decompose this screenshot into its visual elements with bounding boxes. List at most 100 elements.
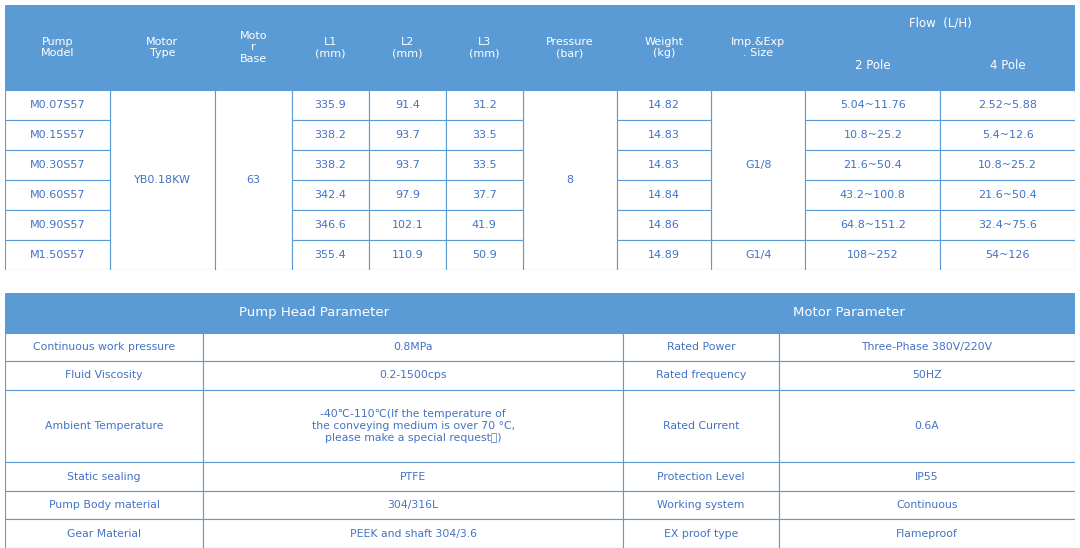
Text: 63: 63: [246, 175, 260, 185]
FancyBboxPatch shape: [203, 520, 623, 548]
Text: Motor
Type: Motor Type: [146, 37, 178, 58]
Text: 304/316L: 304/316L: [388, 500, 438, 510]
FancyBboxPatch shape: [779, 520, 1075, 548]
FancyBboxPatch shape: [941, 120, 1075, 150]
Text: 31.2: 31.2: [472, 100, 497, 110]
Text: Rated frequency: Rated frequency: [656, 370, 746, 380]
Text: EX proof type: EX proof type: [664, 529, 739, 539]
Text: 14.83: 14.83: [648, 130, 680, 140]
FancyBboxPatch shape: [5, 180, 110, 210]
Text: 33.5: 33.5: [472, 160, 497, 170]
FancyBboxPatch shape: [292, 90, 368, 120]
FancyBboxPatch shape: [5, 150, 110, 180]
FancyBboxPatch shape: [203, 491, 623, 520]
Text: Continuous: Continuous: [896, 500, 958, 510]
FancyBboxPatch shape: [779, 361, 1075, 390]
FancyBboxPatch shape: [623, 361, 779, 390]
Text: Rated Power: Rated Power: [666, 342, 735, 352]
Text: Moto
r
Base: Moto r Base: [240, 31, 267, 64]
Text: M0.07S57: M0.07S57: [29, 100, 85, 110]
FancyBboxPatch shape: [368, 5, 446, 90]
FancyBboxPatch shape: [779, 390, 1075, 463]
FancyBboxPatch shape: [941, 180, 1075, 210]
FancyBboxPatch shape: [203, 390, 623, 463]
Text: 33.5: 33.5: [472, 130, 497, 140]
Text: 110.9: 110.9: [391, 250, 423, 260]
FancyBboxPatch shape: [203, 361, 623, 390]
FancyBboxPatch shape: [368, 90, 446, 120]
FancyBboxPatch shape: [806, 41, 941, 90]
FancyBboxPatch shape: [215, 90, 292, 270]
Text: 0.6A: 0.6A: [915, 421, 940, 431]
Text: Pressure
(bar): Pressure (bar): [546, 37, 594, 58]
FancyBboxPatch shape: [5, 491, 203, 520]
FancyBboxPatch shape: [5, 120, 110, 150]
Text: Fluid Viscosity: Fluid Viscosity: [65, 370, 143, 380]
FancyBboxPatch shape: [5, 5, 110, 90]
Text: Imp.&Exp
. Size: Imp.&Exp . Size: [731, 37, 785, 58]
Text: Continuous work pressure: Continuous work pressure: [32, 342, 175, 352]
FancyBboxPatch shape: [292, 210, 368, 240]
FancyBboxPatch shape: [623, 333, 779, 361]
Text: 14.84: 14.84: [648, 190, 680, 200]
FancyBboxPatch shape: [806, 5, 1075, 41]
Text: PTFE: PTFE: [400, 472, 427, 482]
FancyBboxPatch shape: [215, 5, 292, 90]
FancyBboxPatch shape: [368, 180, 446, 210]
FancyBboxPatch shape: [712, 90, 806, 240]
FancyBboxPatch shape: [941, 41, 1075, 90]
FancyBboxPatch shape: [779, 333, 1075, 361]
FancyBboxPatch shape: [523, 5, 617, 90]
Text: Pump Head Parameter: Pump Head Parameter: [239, 306, 389, 319]
FancyBboxPatch shape: [712, 5, 806, 90]
Text: 93.7: 93.7: [395, 130, 420, 140]
FancyBboxPatch shape: [292, 5, 368, 90]
Text: M0.60S57: M0.60S57: [29, 190, 85, 200]
FancyBboxPatch shape: [779, 463, 1075, 491]
Text: 43.2~100.8: 43.2~100.8: [840, 190, 906, 200]
FancyBboxPatch shape: [292, 150, 368, 180]
FancyBboxPatch shape: [617, 210, 712, 240]
FancyBboxPatch shape: [712, 240, 806, 270]
Text: Rated Current: Rated Current: [663, 421, 739, 431]
FancyBboxPatch shape: [806, 120, 941, 150]
Text: -40℃-110℃(If the temperature of
the conveying medium is over 70 °C,
please make : -40℃-110℃(If the temperature of the conv…: [312, 409, 515, 443]
FancyBboxPatch shape: [806, 240, 941, 270]
FancyBboxPatch shape: [623, 491, 779, 520]
Text: 335.9: 335.9: [314, 100, 347, 110]
Text: 14.82: 14.82: [648, 100, 680, 110]
FancyBboxPatch shape: [203, 463, 623, 491]
FancyBboxPatch shape: [110, 5, 215, 90]
FancyBboxPatch shape: [446, 240, 523, 270]
Text: 2 Pole: 2 Pole: [855, 59, 891, 72]
Text: G1/4: G1/4: [745, 250, 771, 260]
Text: 91.4: 91.4: [395, 100, 420, 110]
Text: 10.8~25.2: 10.8~25.2: [978, 160, 1037, 170]
Text: 8: 8: [566, 175, 573, 185]
FancyBboxPatch shape: [5, 240, 110, 270]
Text: Flameproof: Flameproof: [896, 529, 958, 539]
Text: 5.4~12.6: 5.4~12.6: [982, 130, 1034, 140]
FancyBboxPatch shape: [806, 150, 941, 180]
Text: IP55: IP55: [915, 472, 939, 482]
FancyBboxPatch shape: [5, 390, 203, 463]
FancyBboxPatch shape: [523, 90, 617, 270]
Text: PEEK and shaft 304/3.6: PEEK and shaft 304/3.6: [350, 529, 476, 539]
FancyBboxPatch shape: [5, 90, 110, 120]
FancyBboxPatch shape: [368, 150, 446, 180]
FancyBboxPatch shape: [617, 5, 712, 90]
FancyBboxPatch shape: [941, 150, 1075, 180]
FancyBboxPatch shape: [5, 333, 203, 361]
Text: YB0.18KW: YB0.18KW: [134, 175, 191, 185]
FancyBboxPatch shape: [806, 90, 941, 120]
Text: Pump
Model: Pump Model: [41, 37, 75, 58]
Text: Pump Body material: Pump Body material: [49, 500, 160, 510]
FancyBboxPatch shape: [5, 361, 203, 390]
FancyBboxPatch shape: [617, 120, 712, 150]
FancyBboxPatch shape: [941, 90, 1075, 120]
Text: L2
(mm): L2 (mm): [392, 37, 422, 58]
Text: Flow  (L/H): Flow (L/H): [908, 16, 972, 29]
Text: 355.4: 355.4: [314, 250, 347, 260]
Text: Motor Parameter: Motor Parameter: [794, 306, 905, 319]
Text: Ambient Temperature: Ambient Temperature: [44, 421, 163, 431]
